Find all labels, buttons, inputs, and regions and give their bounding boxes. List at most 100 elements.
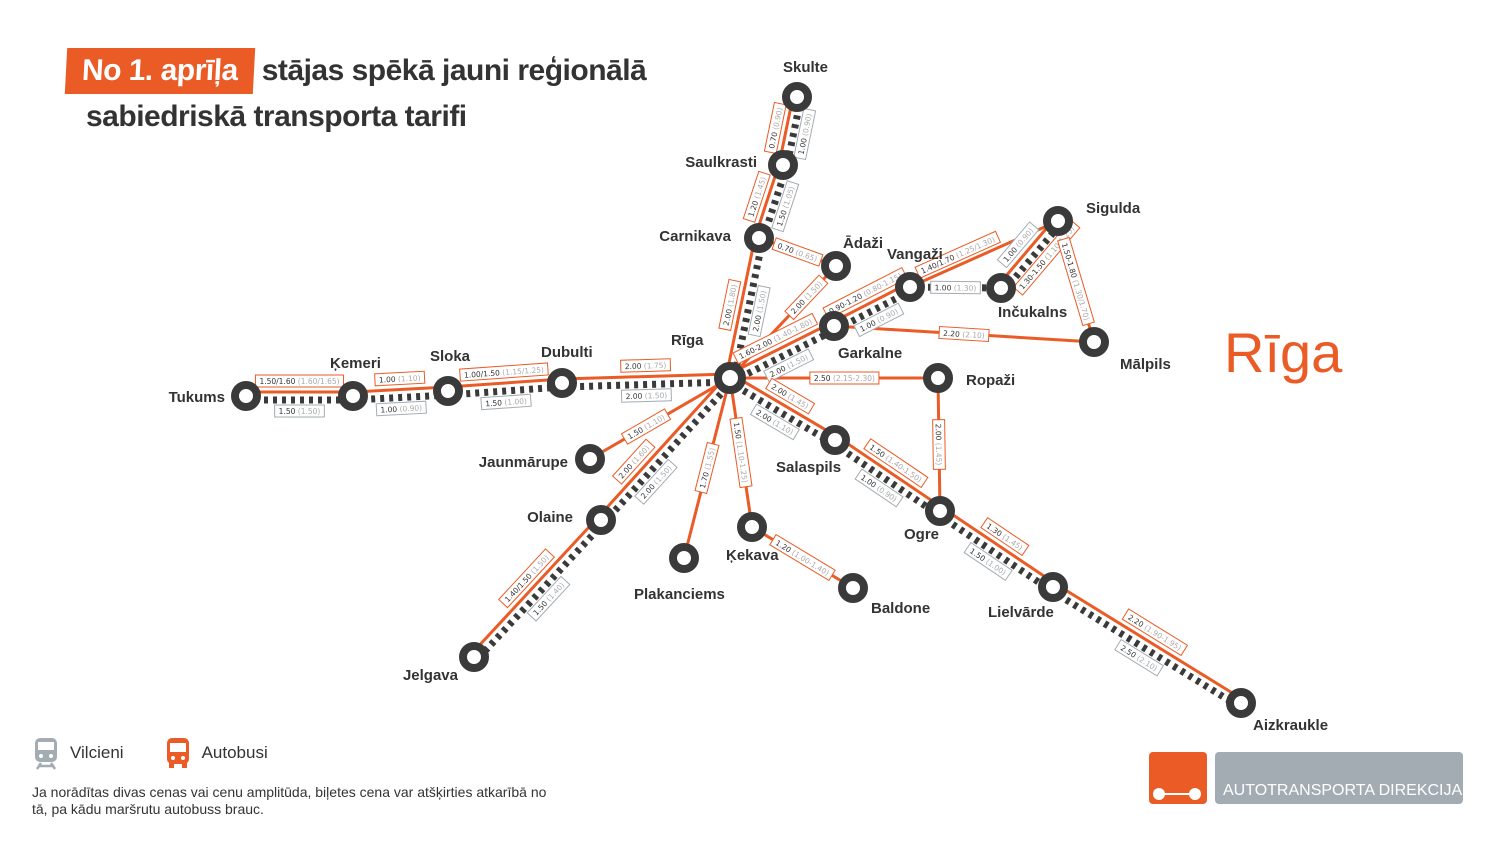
bus-route-line [836, 435, 944, 509]
station-sloka[interactable] [433, 376, 463, 406]
station-tukums[interactable] [231, 381, 261, 411]
station-name-kekava: Ķekava [726, 547, 779, 564]
bus-price-label: 2.00 (1.75) [620, 358, 672, 373]
station-name-baldone: Baldone [871, 600, 930, 617]
bus-price-label: 1.50 (1.10-1.25) [729, 416, 753, 489]
rail-price-label: 2.00 (1.50) [747, 284, 771, 338]
station-malpils[interactable] [1079, 327, 1109, 357]
price-old: (1.45) [934, 443, 943, 466]
station-name-vangazi: Vangaži [887, 246, 943, 263]
price-new: 1.50 [279, 407, 298, 416]
price-old: (1.60/1.65) [298, 377, 340, 386]
price-new: 1.30-1.50 [1018, 256, 1050, 291]
svg-text:0.70 (0.90): 0.70 (0.90) [767, 107, 784, 150]
rail-route-line [1049, 587, 1241, 710]
bus-route-line [941, 506, 1057, 585]
price-new: 1.50/1.60 [259, 377, 297, 386]
route-lines [246, 95, 1244, 710]
rail-route-line [830, 440, 940, 518]
station-name-carnikava: Carnikava [659, 228, 731, 245]
price-new: 2.00 [934, 424, 943, 443]
station-carnikava[interactable] [744, 223, 774, 253]
price-old: (0.90) [399, 403, 422, 413]
bus-icon [166, 738, 189, 768]
station-ropazi[interactable] [923, 363, 953, 393]
price-old: (1.80) [726, 284, 739, 308]
price-old: (1.90-1.95) [1143, 623, 1183, 653]
station-name-garkalne: Garkalne [838, 345, 902, 362]
page-title: No 1. aprīļa stājas spēkā jauni reģionālā… [64, 48, 647, 140]
svg-text:2.00 (1.50): 2.00 (1.50) [626, 391, 668, 401]
price-new: 2.00 [751, 312, 764, 333]
bus-price-label: 0.70 (0.90) [763, 101, 787, 155]
station-saulkrasti[interactable] [768, 150, 798, 180]
bus-route-line [469, 516, 600, 656]
price-new: 2.00 [722, 306, 735, 327]
station-jaunmarupe[interactable] [575, 444, 605, 474]
rail-price-label: 1.00 (0.90) [793, 107, 817, 161]
rail-route-line [448, 383, 563, 399]
station-riga[interactable] [714, 362, 746, 394]
legend-rail-label: Vilcieni [70, 743, 124, 762]
price-old: (1.00-1.40) [790, 548, 831, 577]
rail-route-line [1001, 221, 1064, 293]
station-name-tukums: Tukums [169, 389, 225, 406]
logo-text: AUTOTRANSPORTA DIREKCIJA [1215, 752, 1463, 804]
price-new: 2.00 [626, 392, 645, 402]
svg-text:1.50/1.60 (1.60/1.65): 1.50/1.60 (1.60/1.65) [259, 377, 339, 386]
station-plakanciems[interactable] [669, 543, 699, 573]
station-adazi[interactable] [821, 251, 851, 281]
station-garkalne[interactable] [819, 311, 849, 341]
station-lielvarde[interactable] [1038, 572, 1068, 602]
price-old: (0.90) [800, 113, 813, 137]
svg-text:1.00 (1.30): 1.00 (1.30) [935, 283, 977, 292]
bus-price-label: 0.70 (0.65) [771, 237, 824, 267]
svg-text:2.00 (1.45): 2.00 (1.45) [934, 424, 944, 466]
legend-bus-label: Autobusi [201, 743, 268, 762]
station-kekava[interactable] [737, 512, 767, 542]
station-vangazi[interactable] [895, 272, 925, 302]
bus-route-line [727, 321, 833, 376]
bus-price-label: 2.50 (2.15-2.30) [809, 371, 880, 385]
svg-text:1.30 (1.45): 1.30 (1.45) [985, 522, 1025, 553]
price-new: 2.20 [943, 329, 963, 339]
price-old: (2.15-2.30) [833, 374, 875, 383]
station-aizkraukle[interactable] [1226, 688, 1256, 718]
bus-price-label: 2.00 (1.80) [718, 278, 742, 332]
station-name-incukalns: Inčukalns [998, 304, 1067, 321]
station-name-dubulti: Dubulti [541, 344, 593, 361]
station-baldone[interactable] [838, 573, 868, 603]
title-line-2: sabiedriskā transporta tarifi [86, 100, 467, 133]
bus-price-label: 2.00 (1.50) [784, 274, 829, 321]
price-old: (1.75) [644, 361, 667, 371]
price-new: 1.00 [797, 135, 810, 156]
price-new: 1.00 [935, 283, 954, 292]
station-kemeri[interactable] [338, 381, 368, 411]
train-icon [35, 738, 57, 770]
svg-text:2.00 (1.50): 2.00 (1.50) [751, 290, 768, 333]
station-salaspils[interactable] [820, 425, 850, 455]
rail-route-line [474, 520, 607, 663]
station-incukalns[interactable] [986, 273, 1016, 303]
stations: Tukums Ķemeri Sloka Dubulti Rīga Skulte Saulkr… [169, 59, 1328, 734]
rail-price-label: 2.00 (1.50) [620, 388, 672, 403]
price-new: 2.00 [625, 362, 644, 372]
station-ogre[interactable] [925, 496, 955, 526]
price-new: 0.70 [767, 129, 780, 150]
bus-price-label: 1.20 (1.00-1.40) [769, 533, 836, 582]
bus-price-label: 1.70 (1.55) [694, 441, 720, 495]
station-skulte[interactable] [782, 82, 812, 112]
price-new: 1.00 [379, 375, 399, 385]
station-dubulti[interactable] [547, 368, 577, 398]
bus-route-line [447, 377, 562, 389]
price-new: 2.50 [814, 374, 833, 383]
station-jelgava[interactable] [459, 642, 489, 672]
svg-text:1.00 (1.10): 1.00 (1.10) [379, 373, 421, 384]
logo-mark [1149, 752, 1207, 804]
price-new: 1.50 [485, 398, 505, 408]
station-sigulda[interactable] [1043, 206, 1073, 236]
bus-price-label: 1.20 (1.45) [742, 170, 771, 223]
footnote: Ja norādītas divas cenas vai cenu amplit… [32, 784, 547, 817]
station-olaine[interactable] [586, 505, 616, 535]
station-name-jelgava: Jelgava [403, 667, 459, 684]
